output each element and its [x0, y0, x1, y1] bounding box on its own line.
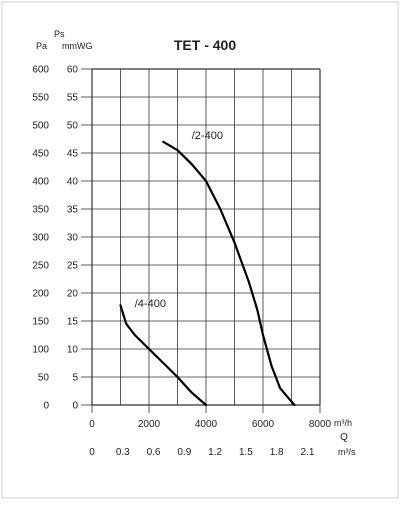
y-tick-label-mmwg: 50	[67, 121, 79, 132]
x-tick-label-m3s: 1.8	[270, 447, 284, 458]
chart-title: TET - 400	[174, 37, 236, 53]
y-tick-label-mmwg: 55	[67, 93, 79, 104]
y-tick-label-pa: 600	[32, 65, 49, 76]
y-tick-label-mmwg: 0	[72, 401, 78, 412]
y-tick-label-pa: 400	[32, 177, 49, 188]
series-layer: /2-400/4-400	[119, 130, 296, 407]
x-axis-m3h: 0 2000 4000 6000 8000	[89, 405, 332, 430]
y-tick-label-pa: 100	[32, 345, 49, 356]
y-label-pa: Pa	[36, 41, 47, 51]
y-tick-label-mmwg: 15	[67, 317, 79, 328]
x-tick-label-m3s: 1.2	[208, 447, 222, 458]
y-tick-label-mmwg: 45	[67, 149, 79, 160]
y-label-mmwg: mmWG	[62, 41, 93, 51]
y-label-ps: Ps	[54, 29, 65, 39]
y-tick-label-mmwg: 5	[72, 373, 78, 384]
x-tick-label-m3h: 8000	[309, 419, 332, 430]
y-tick-label-pa: 0	[43, 401, 49, 412]
x-unit-m3s: m³/s	[338, 447, 356, 457]
y-tick-label-pa: 500	[32, 121, 49, 132]
x-tick-label-m3s: 0.3	[116, 447, 130, 458]
y-tick-label-mmwg: 40	[67, 177, 79, 188]
y-axis-mmwg: 0 5 10 15 20 25 30 35 40 45 50 55 60	[67, 65, 92, 412]
y-tick-label-mmwg: 35	[67, 205, 79, 216]
y-tick-label-pa: 300	[32, 233, 49, 244]
chart-grid	[91, 68, 321, 406]
x-tick-label-m3s: 2.1	[301, 447, 315, 458]
y-tick-label-mmwg: 10	[67, 345, 79, 356]
y-tick-label-mmwg: 30	[67, 233, 79, 244]
y-tick-label-mmwg: 25	[67, 261, 79, 272]
y-tick-label-pa: 350	[32, 205, 49, 216]
x-tick-label-m3s: 0	[89, 447, 95, 458]
x-tick-label-m3s: 1.5	[239, 447, 253, 458]
series-line-speed-2	[162, 140, 296, 407]
x-axis-m3s: 0 0.3 0.6 0.9 1.2 1.5 1.8 2.1	[89, 447, 315, 458]
x-tick-label-m3h: 0	[89, 419, 95, 430]
y-tick-label-pa: 250	[32, 261, 49, 272]
series-label: /4-400	[135, 298, 166, 310]
x-label-q: Q	[340, 432, 348, 443]
series-label: /2-400	[192, 130, 223, 142]
series-line-speed-4	[119, 304, 208, 407]
y-tick-label-mmwg: 60	[67, 65, 79, 76]
y-tick-label-pa: 450	[32, 149, 49, 160]
x-tick-label-m3s: 0.9	[177, 447, 191, 458]
y-tick-label-mmwg: 20	[67, 289, 79, 300]
y-axis-pa: 0 50 100 150 200 250 300 350 400 450 500 550 600	[32, 65, 49, 412]
x-tick-label-m3s: 0.6	[147, 447, 161, 458]
y-tick-label-pa: 150	[32, 317, 49, 328]
y-tick-label-pa: 200	[32, 289, 49, 300]
x-unit-m3h: m³/h	[334, 418, 352, 428]
y-tick-label-pa: 550	[32, 93, 49, 104]
x-tick-label-m3h: 6000	[252, 419, 275, 430]
x-tick-label-m3h: 2000	[138, 419, 161, 430]
x-tick-label-m3h: 4000	[195, 419, 218, 430]
y-tick-label-pa: 50	[38, 373, 50, 384]
